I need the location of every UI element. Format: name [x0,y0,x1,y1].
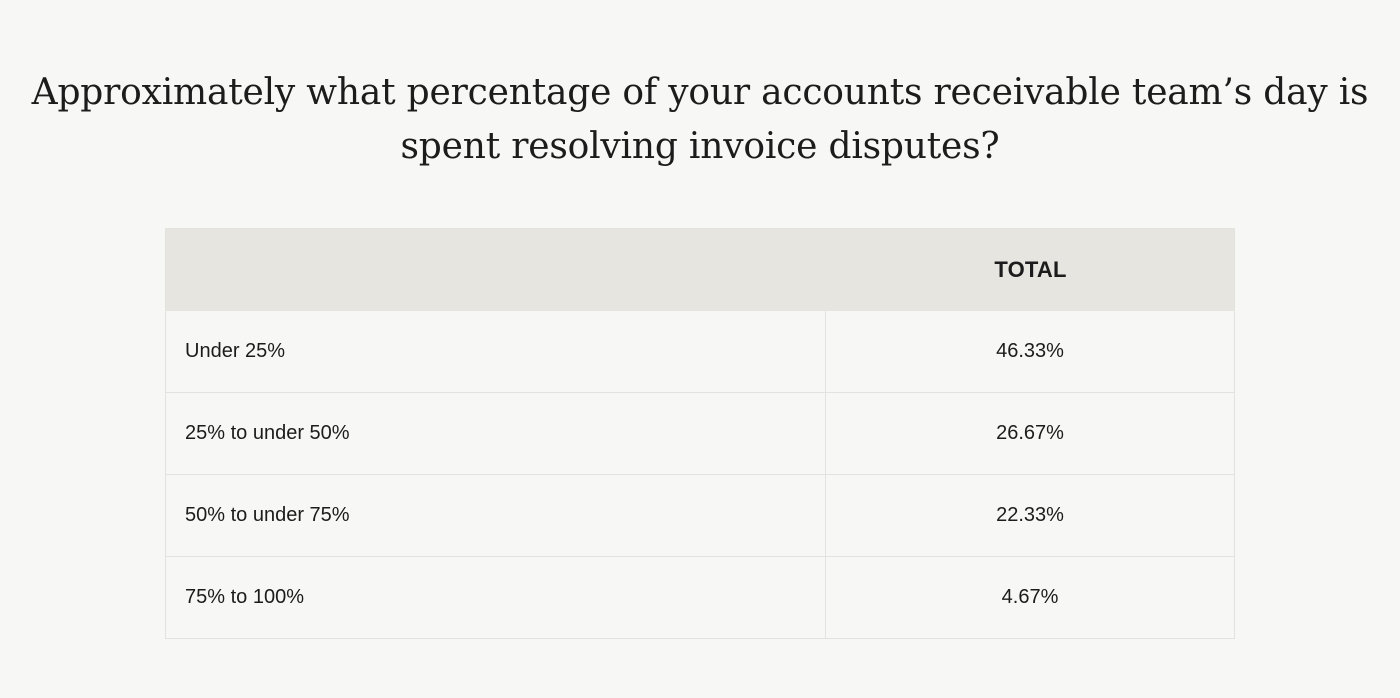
table-row: 50% to under 75% 22.33% [166,474,1234,556]
table-body: Under 25% 46.33% 25% to under 50% 26.67%… [166,311,1234,638]
row-value: 22.33% [996,504,1064,526]
row-label: 25% to under 50% [166,393,826,474]
chart-title-line-2: spent resolving invoice disputes? [400,126,1000,167]
chart-title: Approximately what percentage of your ac… [0,66,1400,174]
table-row: Under 25% 46.33% [166,311,1234,392]
table-header-row: TOTAL [166,229,1234,311]
table-row: 25% to under 50% 26.67% [166,392,1234,474]
row-value: 4.67% [1001,586,1059,608]
header-total-cell: TOTAL [994,257,1067,282]
row-value: 26.67% [996,422,1064,444]
chart-title-line-1: Approximately what percentage of your ac… [31,72,1369,113]
table-row: 75% to 100% 4.67% [166,556,1234,638]
row-value: 46.33% [996,340,1064,362]
row-label: 50% to under 75% [166,475,826,556]
row-label: Under 25% [166,311,826,392]
header-label-cell [166,229,827,311]
row-label: 75% to 100% [166,557,826,638]
results-table: TOTAL Under 25% 46.33% 25% to under 50% … [165,228,1235,639]
